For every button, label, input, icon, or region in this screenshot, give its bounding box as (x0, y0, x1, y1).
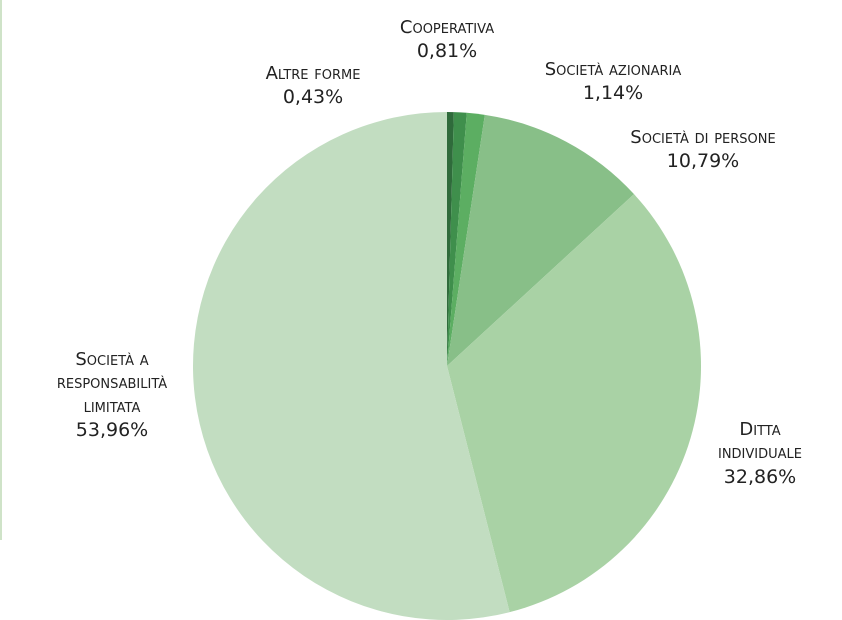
value-label: 1,14% (582, 82, 644, 105)
slice-label: Ditta individuale 32,86% (705, 418, 815, 489)
category-label: Ditta individuale (717, 419, 802, 464)
pie-slice (447, 112, 454, 366)
value-label: 0,81% (416, 40, 478, 63)
category-label: Cooperativa (399, 17, 495, 38)
value-label: 0,43% (282, 86, 344, 109)
pie-slice (447, 112, 485, 366)
slice-label: Altre forme 0,43% (266, 62, 361, 110)
pie-slice (192, 112, 510, 620)
slice-label: Società di persone 10,79% (630, 126, 775, 174)
slice-label: Cooperativa 0,81% (400, 16, 494, 64)
slice-label: Società azionaria 1,14% (545, 58, 682, 106)
pie-slice (447, 112, 467, 367)
category-label: Società azionaria (544, 59, 682, 80)
value-label: 32,86% (723, 465, 797, 488)
category-label: Altre forme (265, 63, 361, 84)
value-label: 53,96% (75, 419, 149, 442)
slice-label: Società a responsabilità limitata 53,96% (37, 348, 187, 443)
category-label: Società di persone (630, 127, 776, 148)
category-label: Società a responsabilità limitata (56, 349, 168, 417)
pie-slice (447, 114, 635, 367)
value-label: 10,79% (666, 150, 740, 173)
pie-slice (447, 194, 701, 613)
